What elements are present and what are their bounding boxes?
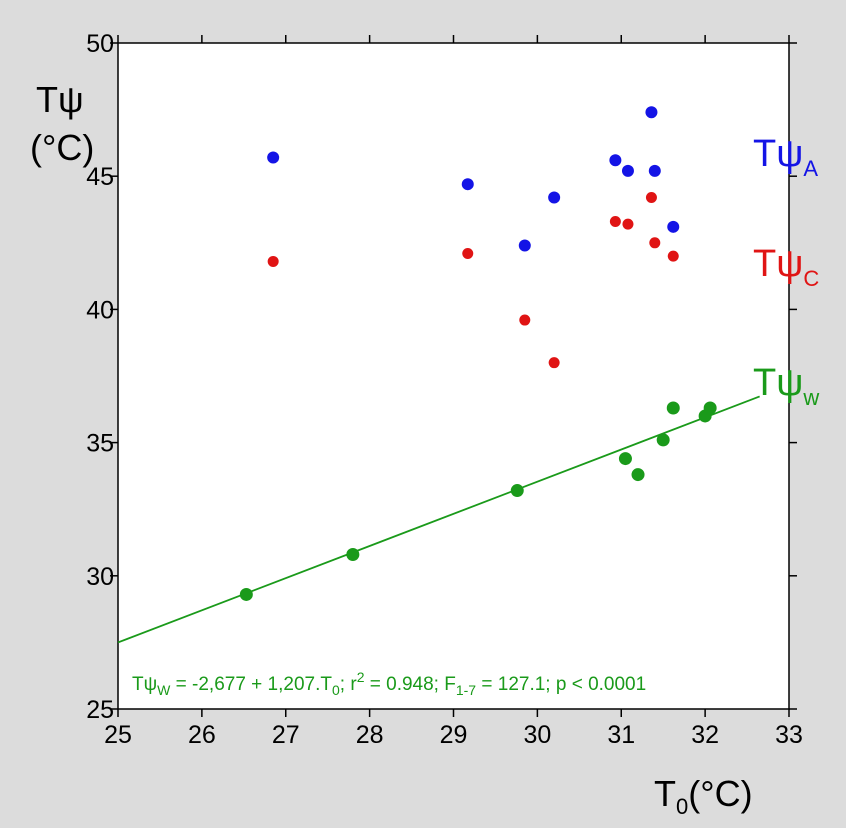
series-label-w: Tψw — [753, 362, 819, 410]
series-label-a-sub: A — [803, 156, 818, 181]
point-c-8 — [649, 237, 661, 249]
point-c-4 — [548, 357, 560, 369]
eq-part2-sub: 0 — [332, 682, 340, 698]
point-w-6 — [656, 433, 670, 447]
point-a-2 — [461, 178, 474, 191]
point-c-5 — [609, 215, 621, 227]
y-tick-label-50: 50 — [86, 30, 114, 58]
x-tick-label-33: 33 — [775, 721, 803, 749]
x-tick-label-29: 29 — [440, 721, 468, 749]
y-axis-title-line1: Tψ — [36, 79, 84, 120]
x-axis-title: T0(°C) — [654, 773, 753, 819]
eq-part3-sup: 2 — [357, 669, 365, 685]
series-label-w-sub: w — [802, 385, 819, 410]
point-w-4 — [618, 452, 632, 466]
point-c-3 — [519, 314, 531, 326]
y-axis-title-line2: (°C) — [30, 127, 94, 168]
regression-equation: TψW = -2,677 + 1,207.T0; r2 = 0.948; F1-… — [132, 669, 646, 698]
x-axis-title-sub: 0 — [676, 794, 688, 819]
point-a-3 — [518, 239, 531, 252]
x-tick-label-32: 32 — [691, 721, 719, 749]
x-axis-title-unit: (°C) — [688, 773, 752, 814]
series-label-a: TψA — [753, 133, 818, 181]
point-a-9 — [667, 220, 680, 233]
point-w-5 — [631, 468, 645, 482]
eq-part4: = 0.948; F — [364, 674, 455, 695]
eq-part1-sub: W — [157, 682, 171, 698]
x-axis-title-main: T — [654, 773, 676, 814]
point-w-1 — [239, 587, 253, 601]
point-c-7 — [645, 192, 657, 204]
point-c-9 — [667, 250, 679, 262]
eq-part5: = 127.1; p < 0.0001 — [476, 674, 646, 695]
axis-tick-labels: 25 26 27 28 29 30 31 32 33 25 30 35 40 45 50 — [86, 30, 803, 749]
x-tick-label-31: 31 — [607, 721, 635, 749]
eq-part3: ; r — [340, 674, 358, 695]
point-a-5 — [609, 154, 622, 167]
y-tick-label-40: 40 — [86, 296, 114, 324]
x-tick-label-26: 26 — [188, 721, 216, 749]
point-a-4 — [548, 191, 561, 204]
x-tick-label-30: 30 — [523, 721, 551, 749]
point-w-9 — [703, 401, 717, 415]
point-c-2 — [462, 247, 474, 259]
point-w-2 — [346, 547, 360, 561]
point-a-6 — [621, 164, 634, 177]
series-label-c-main: Tψ — [753, 243, 803, 285]
series-label-c: TψC — [753, 243, 819, 291]
axis-ticks — [110, 35, 797, 717]
series-label-a-main: Tψ — [753, 133, 803, 175]
data-points — [239, 106, 717, 601]
point-w-7 — [666, 401, 680, 415]
y-tick-label-35: 35 — [86, 430, 114, 458]
eq-part2: = -2,677 + 1,207.T — [170, 674, 332, 695]
eq-part4-sub: 1-7 — [456, 682, 476, 698]
regression-line — [117, 395, 760, 644]
x-tick-label-28: 28 — [356, 721, 384, 749]
x-tick-label-25: 25 — [104, 721, 132, 749]
series-label-w-main: Tψ — [753, 362, 803, 404]
y-tick-label-30: 30 — [86, 563, 114, 591]
x-tick-label-27: 27 — [272, 721, 300, 749]
y-tick-label-25: 25 — [86, 696, 114, 724]
eq-part1: Tψ — [132, 674, 157, 695]
point-a-7 — [645, 106, 658, 119]
plot-area — [117, 42, 790, 710]
point-c-1 — [267, 255, 279, 267]
point-w-3 — [510, 484, 524, 498]
series-label-c-sub: C — [803, 266, 819, 291]
point-a-8 — [648, 164, 661, 177]
point-c-6 — [622, 218, 634, 230]
y-tick-label-45: 45 — [86, 163, 114, 191]
point-a-1 — [267, 151, 280, 164]
